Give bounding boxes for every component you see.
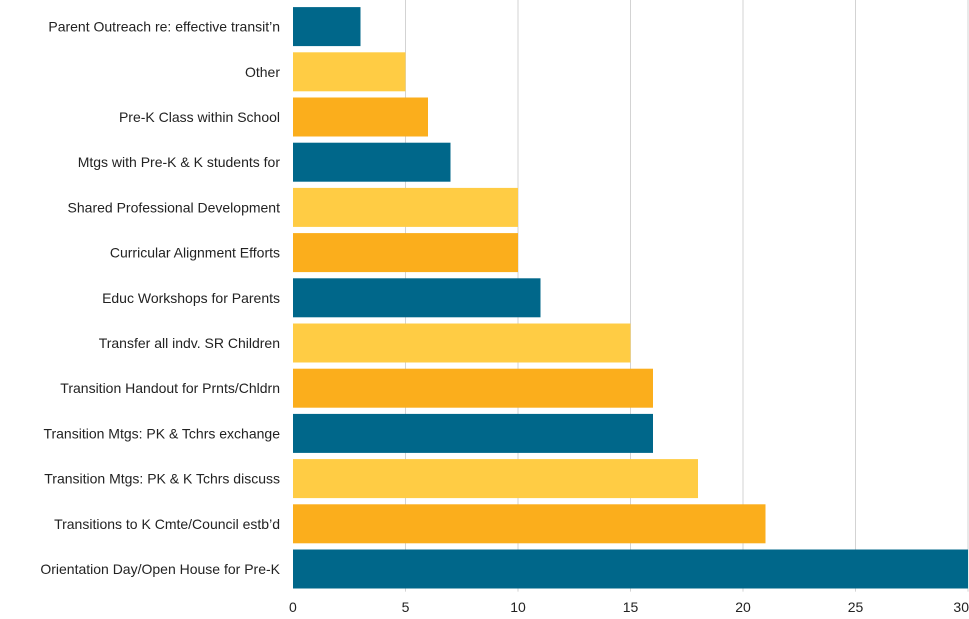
x-axis-tick-labels: 0 5 10 15 20 25 30	[289, 599, 969, 615]
bar	[293, 7, 361, 47]
category-label: Mtgs with Pre-K & K students for	[78, 154, 281, 170]
x-tick-label: 20	[735, 599, 751, 615]
bar	[293, 97, 428, 137]
x-tick-label: 25	[848, 599, 864, 615]
category-label: Shared Professional Development	[68, 199, 281, 215]
bar	[293, 233, 518, 273]
bar	[293, 278, 541, 318]
category-label: Orientation Day/Open House for Pre-K	[40, 561, 280, 577]
category-label: Pre-K Class within School	[119, 109, 280, 125]
x-tick-label: 15	[623, 599, 639, 615]
bar	[293, 323, 631, 363]
bar	[293, 187, 518, 227]
x-tick-label: 5	[402, 599, 410, 615]
bar	[293, 549, 968, 589]
category-label: Curricular Alignment Efforts	[110, 245, 280, 261]
category-label: Parent Outreach re: effective transit’n	[48, 19, 280, 35]
category-label: Transition Mtgs: PK & Tchrs exchange	[43, 425, 280, 441]
bar	[293, 52, 406, 92]
category-label: Transition Mtgs: PK & K Tchrs discuss	[44, 471, 280, 487]
category-label: Transition Handout for Prnts/Chldrn	[60, 380, 280, 396]
category-label: Other	[245, 64, 280, 80]
bars	[293, 7, 968, 589]
bar	[293, 413, 653, 453]
category-label: Transfer all indv. SR Children	[99, 335, 280, 351]
x-tick-label: 10	[510, 599, 526, 615]
x-tick-label: 0	[289, 599, 297, 615]
bar	[293, 504, 766, 544]
category-label: Transitions to K Cmte/Council estb’d	[54, 516, 280, 532]
bar	[293, 142, 451, 182]
x-tick-label: 30	[953, 599, 969, 615]
bar	[293, 459, 698, 499]
bar	[293, 368, 653, 408]
category-label: Educ Workshops for Parents	[102, 290, 280, 306]
category-labels: Parent Outreach re: effective transit’n O…	[40, 19, 280, 577]
